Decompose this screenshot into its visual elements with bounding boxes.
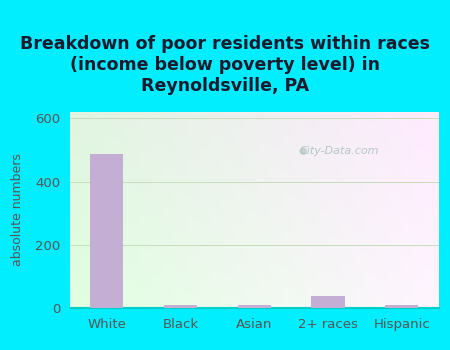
- Bar: [385, 306, 418, 308]
- Bar: [238, 306, 271, 308]
- Bar: [164, 306, 197, 308]
- Bar: [90, 154, 123, 308]
- Text: absolute numbers: absolute numbers: [12, 154, 24, 266]
- Text: ●: ●: [298, 146, 306, 156]
- Text: Breakdown of poor residents within races
(income below poverty level) in
Reynold: Breakdown of poor residents within races…: [20, 35, 430, 94]
- Bar: [311, 296, 345, 308]
- Text: City-Data.com: City-Data.com: [299, 146, 379, 156]
